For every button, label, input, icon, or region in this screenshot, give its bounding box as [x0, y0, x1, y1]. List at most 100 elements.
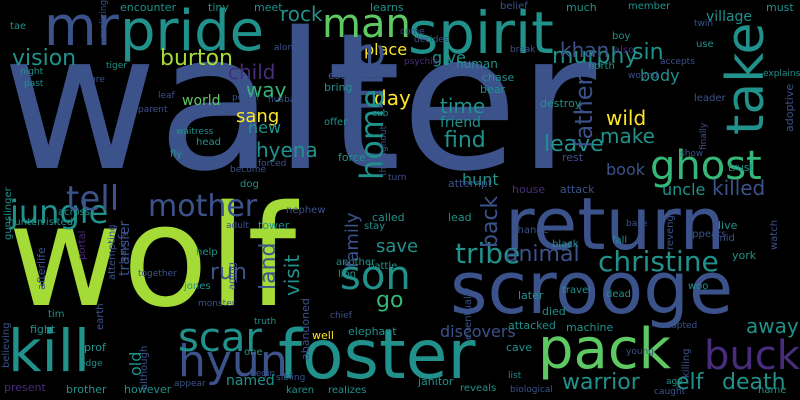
word-wound: wound — [628, 71, 658, 81]
word-abandoned: abandoned — [299, 298, 312, 360]
word-save: save — [376, 236, 419, 257]
word-body: body — [640, 66, 680, 85]
word-kill: kill — [8, 317, 90, 385]
word-death: death — [722, 370, 786, 395]
word-house: house — [512, 183, 546, 196]
word-day: day — [374, 86, 411, 110]
word-return: return — [505, 182, 726, 266]
word-young: young — [626, 347, 654, 357]
word-travel: travel — [562, 285, 592, 296]
word-elephant: elephant — [348, 325, 397, 338]
word-warrior: warrior — [562, 370, 640, 395]
word-adult: adult — [226, 221, 249, 231]
word-finally: finally — [699, 122, 709, 150]
word-fight: fight — [30, 323, 56, 336]
word-hunter: hunter — [8, 217, 42, 228]
word-elf: elf — [676, 370, 704, 395]
word-jones: jones — [184, 281, 211, 292]
word-tae: tae — [10, 21, 27, 32]
word-accepts: accepts — [660, 57, 695, 67]
word-power: power — [232, 93, 260, 103]
word-foster: foster — [278, 316, 476, 395]
word-book: book — [606, 160, 645, 179]
word-monster: monster — [198, 299, 236, 309]
word-rest: rest — [562, 151, 584, 164]
word-sin: sin — [632, 40, 664, 65]
word-way: way — [246, 78, 287, 102]
word-killing: killing — [681, 348, 692, 378]
word-offer: offer — [324, 117, 348, 128]
word-chase: chase — [482, 71, 515, 84]
word-base: base — [626, 219, 648, 229]
word-prof: prof — [84, 341, 106, 354]
word-gunslinger: gunslinger — [3, 187, 14, 240]
word-leave: leave — [544, 132, 604, 157]
word-mid: mid — [716, 233, 735, 244]
word-burton: burton — [160, 46, 233, 71]
word-realizing: realizing — [99, 0, 109, 38]
word-hunt: hunt — [462, 170, 499, 189]
word-sang: sang — [236, 106, 280, 127]
word-one: one — [244, 347, 263, 358]
word-attempting: attempting — [107, 224, 118, 280]
word-mother: mother — [148, 189, 258, 224]
word-dead: dead — [606, 289, 631, 300]
word-much: much — [566, 1, 597, 14]
word-tiny: tiny — [208, 1, 229, 14]
word-also: also — [614, 45, 635, 56]
word-back: back — [478, 195, 503, 248]
word-give: give — [432, 48, 466, 67]
word-show: show — [680, 149, 704, 159]
word-aging: aging — [227, 262, 238, 290]
word-cub: cub — [372, 109, 389, 119]
word-edge: edge — [80, 359, 103, 369]
word-truth: truth — [254, 317, 277, 327]
word-chief: chief — [330, 311, 352, 321]
word-earth: earth — [95, 303, 106, 330]
word-head: head — [196, 137, 221, 148]
word-boy: boy — [612, 31, 631, 42]
word-tribe: tribe — [455, 237, 521, 270]
word-live: live — [718, 219, 738, 232]
word-go: go — [376, 288, 404, 313]
word-north: north — [588, 61, 615, 72]
word-name: name — [758, 385, 787, 396]
word-night: night — [20, 67, 44, 77]
word-store: store — [82, 75, 105, 85]
word-make: make — [600, 124, 655, 148]
word-become: become — [230, 165, 267, 175]
word-murphy: murphy — [552, 44, 638, 69]
word-brother: brother — [66, 383, 107, 396]
word-portal: portal — [77, 230, 88, 260]
word-human: human — [456, 57, 498, 71]
word-nephew: nephew — [286, 205, 326, 216]
word-land: land — [256, 242, 281, 290]
word-turn: turn — [388, 173, 407, 183]
word-child: child — [228, 60, 276, 84]
word-discovers: discovers — [440, 322, 516, 341]
word-wolf: wolf — [8, 176, 297, 339]
word-past: past — [24, 79, 44, 89]
word-meet: meet — [254, 1, 283, 14]
word-belief: belief — [500, 1, 528, 12]
word-place: place — [364, 40, 408, 59]
word-friend: friend — [440, 115, 481, 131]
word-come: come — [400, 27, 425, 37]
word-pride: pride — [120, 0, 265, 64]
word-walter: walter — [2, 0, 597, 213]
word-called: called — [372, 211, 405, 224]
word-fly: fly — [170, 149, 183, 160]
word-visit: visit — [280, 254, 304, 296]
word-cave: cave — [506, 341, 533, 354]
word-eventually: eventually — [463, 287, 474, 340]
word-jungle: jungle — [10, 193, 109, 231]
word-lead: lead — [448, 211, 472, 224]
word-watch: watch — [769, 219, 780, 250]
word-learns: learns — [370, 1, 404, 14]
word-leaving: leaving — [119, 231, 129, 264]
word-tim: tim — [48, 309, 65, 320]
word-list: list — [508, 371, 522, 381]
word-ghost: ghost — [650, 143, 762, 189]
word-decides: decides — [414, 35, 449, 45]
word-member: member — [628, 1, 671, 12]
